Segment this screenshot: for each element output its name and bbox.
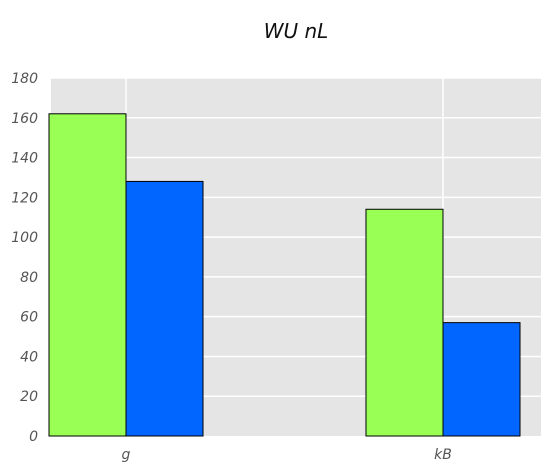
chart-title: WU nL — [264, 19, 329, 43]
y-tick-label: 80 — [20, 270, 38, 286]
x-tick-label: kB — [434, 447, 452, 463]
y-tick-label: 120 — [11, 190, 38, 206]
bar-kB-1 — [365, 208, 444, 437]
bar-g-2 — [125, 180, 204, 437]
y-tick-label: 180 — [11, 71, 38, 87]
y-tick-label: 140 — [11, 151, 38, 167]
bar-kB-2 — [442, 322, 521, 437]
bars — [48, 113, 521, 437]
y-tick-label: 20 — [20, 389, 38, 405]
x-tick-label: g — [122, 447, 131, 463]
y-axis-ticks: 0 20 40 60 80 100 120 140 160 180 — [11, 71, 38, 445]
x-axis-ticks: g kB — [122, 447, 452, 463]
bar-g-1 — [48, 113, 127, 437]
y-tick-label: 60 — [20, 310, 38, 326]
y-tick-label: 160 — [11, 111, 38, 127]
y-tick-label: 40 — [20, 349, 38, 365]
y-tick-label: 0 — [29, 429, 38, 445]
y-tick-label: 100 — [11, 230, 38, 246]
